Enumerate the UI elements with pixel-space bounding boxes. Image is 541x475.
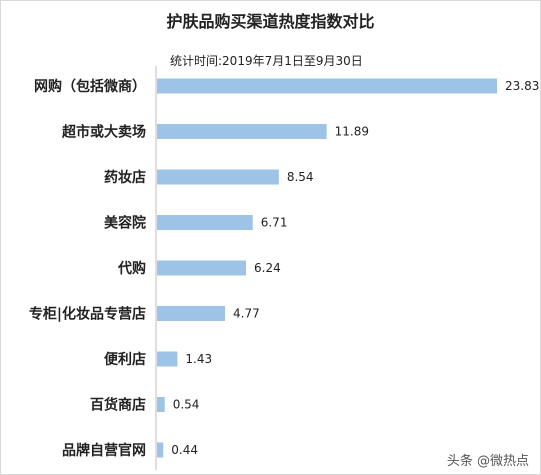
category-label: 便利店 <box>104 351 146 368</box>
value-label: 0.54 <box>173 398 200 412</box>
value-label: 6.71 <box>261 216 288 230</box>
value-label: 23.83 <box>505 79 539 93</box>
chart-title: 护肤品购买渠道热度指数对比 <box>166 12 375 31</box>
bar <box>157 442 164 458</box>
bar <box>157 124 327 139</box>
bar <box>157 397 165 412</box>
bar <box>157 306 226 321</box>
value-label: 0.44 <box>171 443 198 457</box>
category-label: 网购（包括微商） <box>34 78 146 95</box>
bar <box>157 260 247 276</box>
category-label: 美容院 <box>104 215 146 232</box>
category-label: 百货商店 <box>90 397 146 414</box>
value-label: 4.77 <box>233 307 260 321</box>
value-label: 8.54 <box>287 170 314 184</box>
bar <box>157 169 279 185</box>
category-label: 专柜|化妆品专营店 <box>29 306 146 323</box>
category-label: 超市或大卖场 <box>61 124 146 141</box>
value-label: 11.89 <box>335 125 369 139</box>
value-label: 1.43 <box>185 352 212 366</box>
category-label: 代购 <box>117 260 146 277</box>
bar <box>157 78 497 94</box>
value-label: 6.24 <box>254 261 281 275</box>
category-label: 药妆店 <box>104 169 146 186</box>
bar <box>157 215 253 230</box>
bar <box>157 351 178 367</box>
category-label: 品牌自营官网 <box>62 442 146 459</box>
chart-subtitle: 统计时间:2019年7月1日至9月30日 <box>170 54 363 68</box>
watermark: 头条 @微热点 <box>446 454 529 469</box>
